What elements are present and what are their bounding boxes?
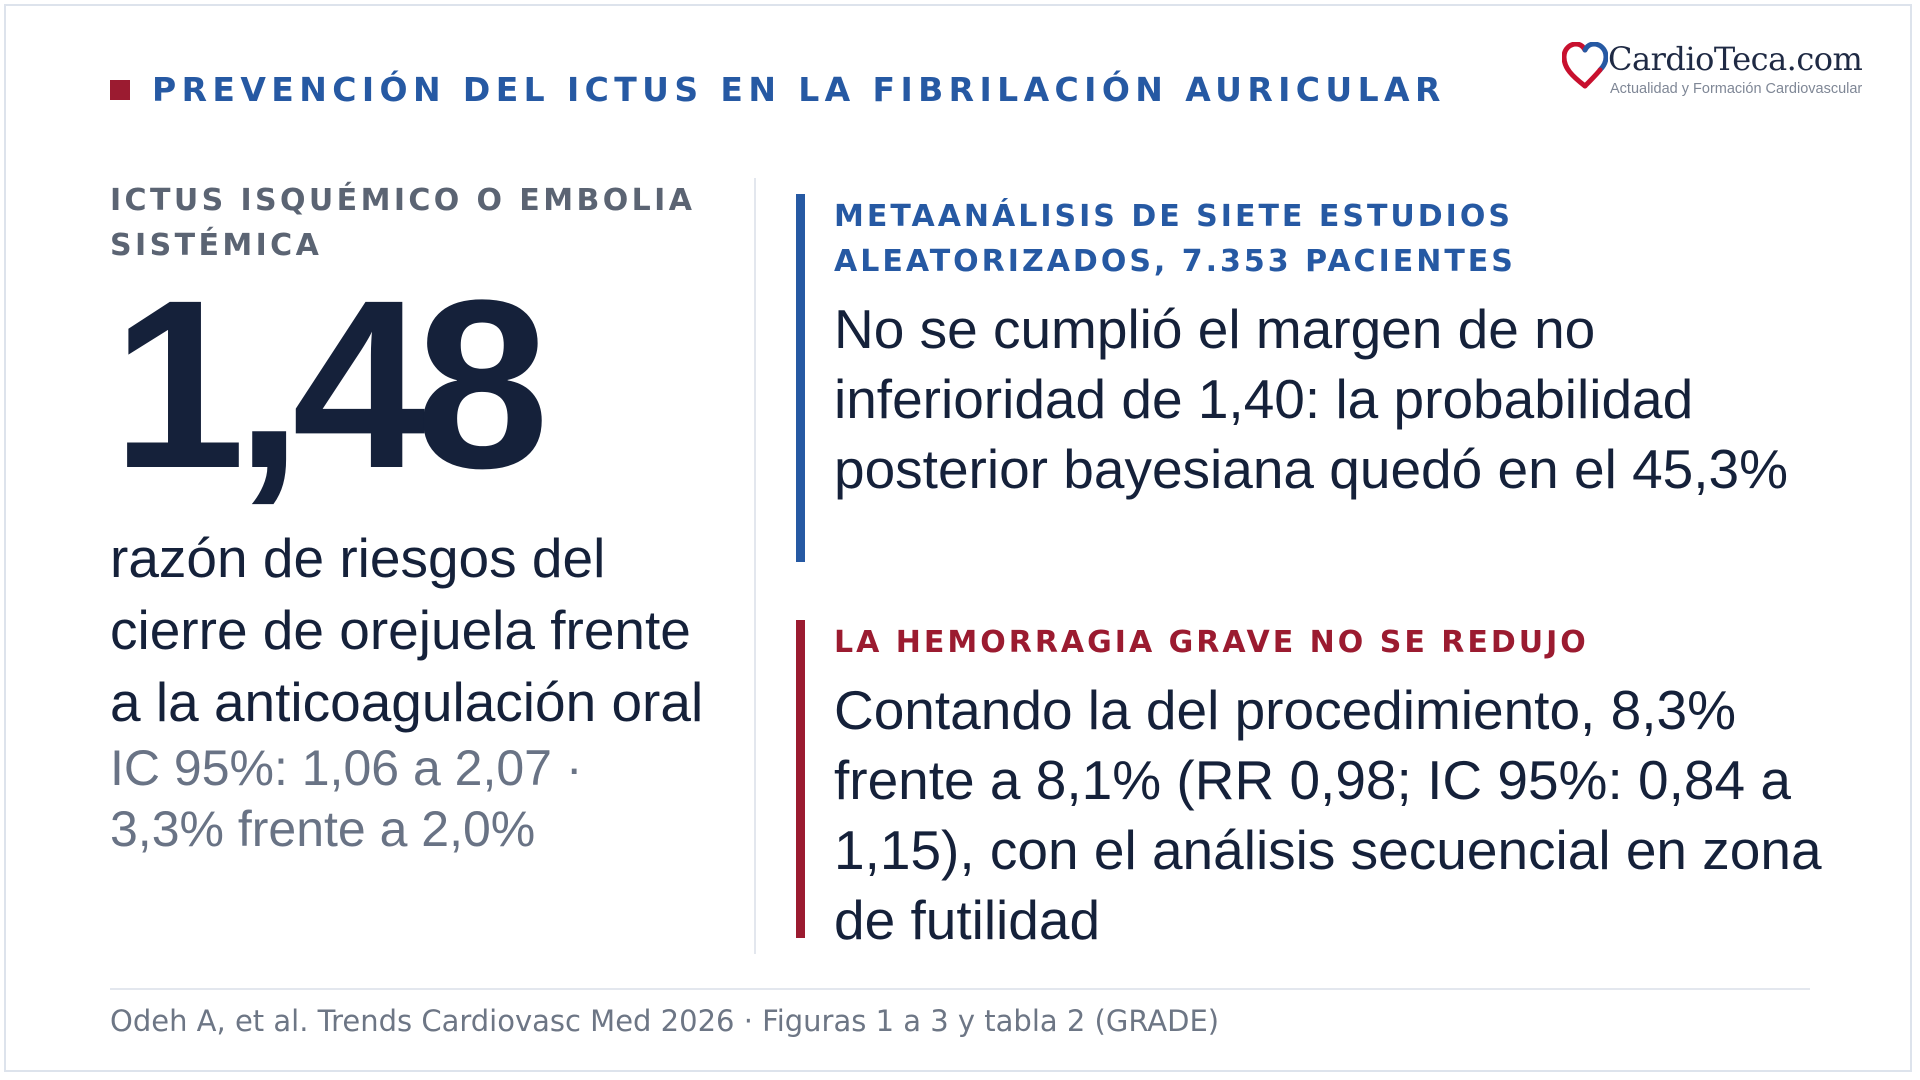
meta-analysis-kicker: METAANÁLISIS DE SIETE ESTUDIOS ALEATORIZ… (834, 199, 1516, 279)
footer-citation: Odeh A, et al. Trends Cardiovasc Med 202… (110, 1004, 1220, 1038)
left-description: razón de riesgos del cierre de orejuela … (110, 527, 704, 733)
header-square-marker (110, 79, 130, 100)
cardioteca-logo: CardioTeca.com Actualidad y Formación Ca… (1562, 40, 1872, 100)
meta-analysis-body: No se cumplió el margen de no inferiorid… (834, 298, 1789, 500)
accent-bar-blue (796, 194, 805, 562)
left-kicker: ICTUS ISQUÉMICO O EMBOLIA SISTÉMICA (110, 183, 696, 263)
footer-divider (110, 988, 1810, 990)
heart-logo-icon (1562, 42, 1608, 89)
accent-bar-red (796, 620, 805, 938)
hazard-ratio-value: 1,48 (112, 250, 549, 518)
vertical-divider (754, 178, 756, 954)
logo-tagline: Actualidad y Formación Cardiovascular (1610, 81, 1863, 97)
bleeding-kicker: LA HEMORRAGIA GRAVE NO SE REDUJO (834, 625, 1589, 660)
bleeding-block: LA HEMORRAGIA GRAVE NO SE REDUJO Contand… (796, 620, 1846, 955)
bleeding-body: Contando la del procedimiento, 8,3% fren… (834, 679, 1822, 951)
logo-name: CardioTeca.com (1608, 40, 1863, 78)
confidence-interval: IC 95%: 1,06 a 2,07 · 3,3% frente a 2,0% (110, 740, 583, 857)
slide-frame (4, 4, 1912, 1072)
left-panel: ICTUS ISQUÉMICO O EMBOLIA SISTÉMICA 1,48… (110, 178, 710, 860)
header: PREVENCIÓN DEL ICTUS EN LA FIBRILACIÓN A… (110, 70, 1446, 109)
header-title: PREVENCIÓN DEL ICTUS EN LA FIBRILACIÓN A… (152, 70, 1446, 109)
meta-analysis-block: METAANÁLISIS DE SIETE ESTUDIOS ALEATORIZ… (796, 194, 1846, 562)
